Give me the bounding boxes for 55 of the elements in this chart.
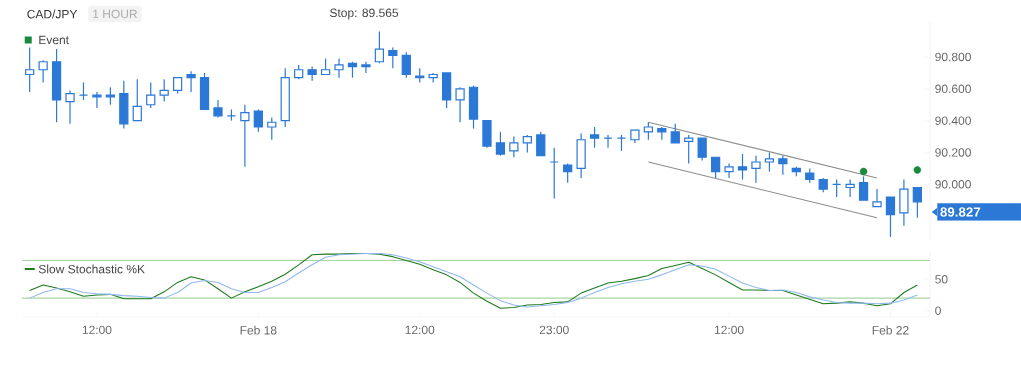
candlestick (307, 65, 317, 82)
candlestick (885, 196, 896, 238)
candlestick (186, 70, 196, 93)
candlestick (737, 153, 748, 181)
candlestick (361, 61, 371, 74)
candlestick (778, 155, 788, 176)
candlestick (536, 131, 546, 157)
candlestick (589, 126, 600, 149)
candlestick (684, 134, 694, 165)
candlestick (132, 78, 142, 122)
candlestick (764, 151, 775, 173)
candlestick (65, 89, 75, 125)
y-tick-label: 90.000 (935, 180, 971, 189)
x-tick-label: 12:00 (405, 325, 435, 335)
x-tick-label: Feb 18 (240, 325, 277, 335)
y-tick-label: 90.800 (935, 52, 971, 62)
candlestick (240, 104, 250, 168)
x-tick-label: 12:00 (82, 325, 112, 335)
x-tick-label: Feb 22 (872, 325, 909, 335)
y-tick-label: 90.400 (935, 116, 971, 125)
candlestick (563, 163, 573, 184)
candlestick (858, 175, 869, 201)
text: 89.827 (940, 207, 981, 217)
y-tick-label: 90.200 (935, 148, 971, 157)
candlestick (872, 188, 882, 208)
candlestick (38, 59, 48, 84)
y-tick-label: 50 (935, 275, 948, 284)
candlestick (724, 163, 734, 179)
candlestick (401, 51, 411, 79)
candlestick (455, 86, 465, 123)
candlestick (751, 155, 761, 184)
x-tick-label: 23:00 (539, 325, 569, 335)
candlestick (374, 30, 385, 64)
text: Stop: 89.565 (329, 8, 399, 20)
candlestick (334, 57, 344, 79)
candlestick (159, 78, 169, 103)
candlestick (710, 156, 721, 179)
chart-subtitle: 1 HOUR (93, 9, 138, 19)
candlestick (899, 178, 909, 227)
legend-label: Slow Stochastic %K (38, 264, 145, 274)
x-tick-label: 12:00 (714, 325, 744, 335)
chart-title: CAD/JPY (27, 9, 78, 19)
y-tick-label: 0 (935, 306, 941, 315)
candlestick (845, 178, 855, 198)
candlestick (495, 131, 506, 157)
y-tick-label: 90.600 (935, 84, 971, 94)
candlestick (670, 123, 680, 144)
candlestick (25, 46, 35, 93)
candlestick (509, 135, 519, 158)
candlestick (146, 81, 156, 109)
candlestick (912, 186, 922, 219)
candlestick (388, 46, 398, 69)
legend-label: Event (39, 35, 69, 45)
candlestick (267, 116, 277, 141)
candlestick (697, 137, 707, 162)
